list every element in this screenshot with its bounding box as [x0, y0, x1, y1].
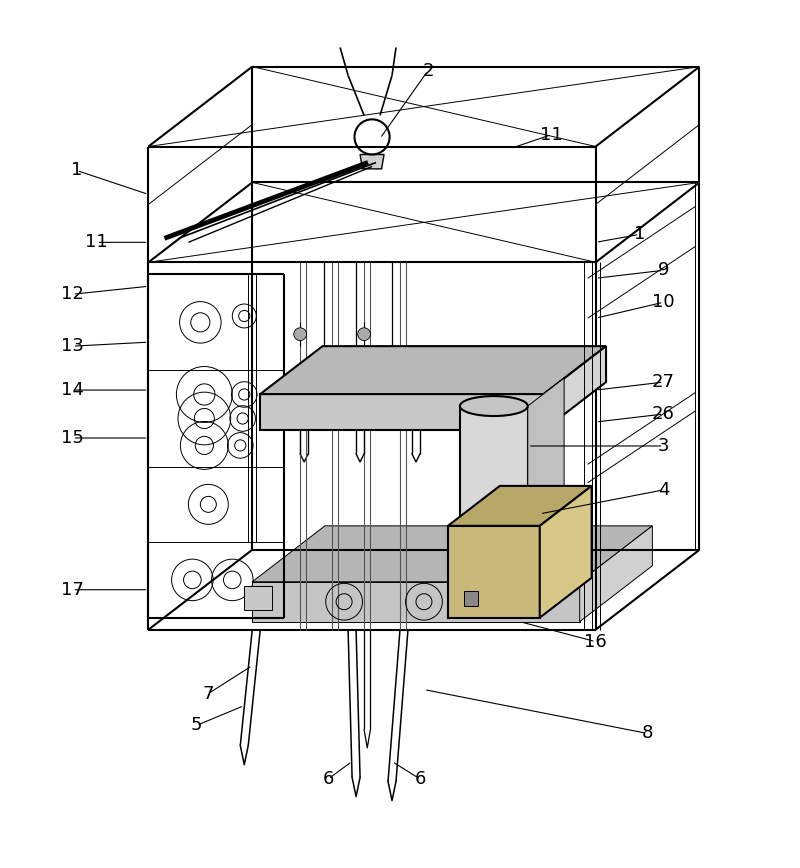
- Text: 17: 17: [61, 581, 84, 599]
- Bar: [244, 586, 272, 609]
- Text: 8: 8: [642, 725, 654, 742]
- Text: 5: 5: [190, 716, 202, 734]
- Polygon shape: [528, 378, 564, 518]
- Polygon shape: [260, 346, 606, 394]
- Text: 3: 3: [658, 437, 670, 455]
- Polygon shape: [540, 486, 592, 618]
- Text: 12: 12: [61, 286, 84, 303]
- Polygon shape: [544, 346, 606, 430]
- Polygon shape: [448, 526, 540, 618]
- Text: 2: 2: [422, 62, 434, 80]
- Text: 16: 16: [584, 633, 607, 651]
- Polygon shape: [260, 394, 544, 430]
- Text: 15: 15: [61, 429, 84, 447]
- Text: 11: 11: [540, 126, 563, 143]
- Text: 26: 26: [652, 405, 675, 423]
- Circle shape: [294, 328, 306, 340]
- Text: 11: 11: [85, 233, 108, 252]
- Text: 7: 7: [202, 685, 214, 702]
- Text: 10: 10: [652, 293, 675, 312]
- Ellipse shape: [460, 396, 528, 416]
- Bar: [464, 591, 478, 606]
- Text: 9: 9: [658, 261, 670, 279]
- Text: 1: 1: [634, 226, 646, 243]
- Polygon shape: [252, 526, 652, 582]
- Polygon shape: [360, 155, 384, 169]
- Polygon shape: [252, 582, 580, 621]
- Polygon shape: [460, 406, 528, 518]
- Text: 6: 6: [414, 770, 426, 788]
- Text: 14: 14: [61, 381, 84, 399]
- Ellipse shape: [460, 508, 528, 528]
- Text: 27: 27: [652, 373, 675, 391]
- Text: 4: 4: [658, 481, 670, 499]
- Text: 6: 6: [322, 770, 334, 788]
- Text: 13: 13: [61, 337, 84, 355]
- Text: 1: 1: [71, 161, 82, 180]
- Circle shape: [358, 328, 370, 340]
- Polygon shape: [448, 486, 592, 526]
- Polygon shape: [580, 526, 652, 621]
